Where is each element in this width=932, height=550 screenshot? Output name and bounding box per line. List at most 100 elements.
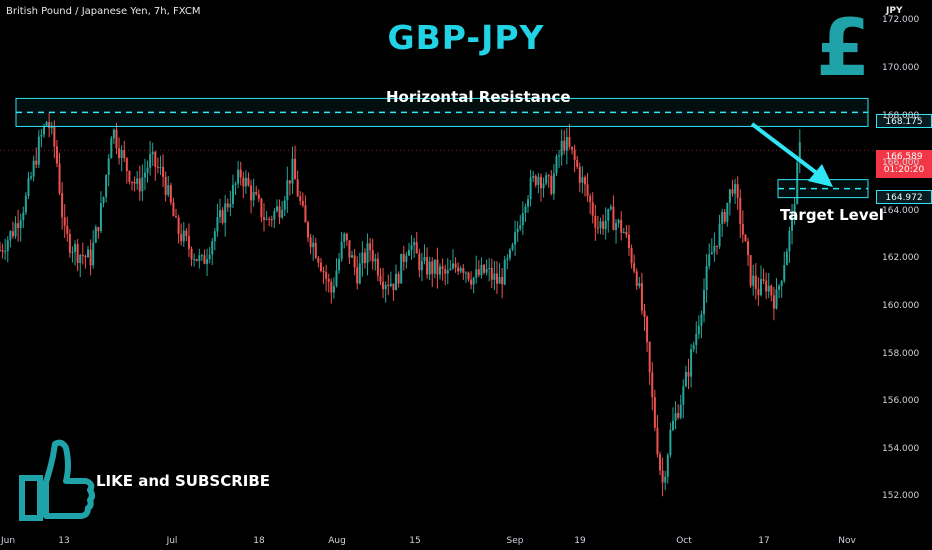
candle-body bbox=[177, 217, 180, 235]
candle-body bbox=[242, 177, 245, 187]
candle-body bbox=[351, 255, 354, 258]
candle-body bbox=[661, 470, 664, 483]
candle-body bbox=[400, 253, 403, 284]
candle-body bbox=[32, 160, 35, 177]
candle-body bbox=[671, 420, 674, 430]
candle-body bbox=[224, 203, 227, 223]
candle-body bbox=[299, 196, 302, 201]
candle-body bbox=[288, 180, 291, 184]
candle-body bbox=[301, 200, 304, 206]
candle-body bbox=[206, 259, 209, 264]
candle-body bbox=[24, 195, 27, 213]
candle-body bbox=[449, 268, 452, 270]
thumbs-up-icon[interactable] bbox=[19, 439, 95, 521]
candle-body bbox=[752, 275, 755, 286]
candle-body bbox=[532, 175, 535, 178]
x-tick-label: Jun bbox=[0, 536, 16, 546]
candle-body bbox=[156, 166, 159, 168]
candle-body bbox=[695, 333, 698, 346]
candle-body bbox=[185, 230, 188, 237]
candle-body bbox=[265, 218, 268, 220]
candle-body bbox=[560, 140, 563, 156]
x-tick-label: 13 bbox=[58, 536, 70, 546]
candle-body bbox=[493, 273, 496, 280]
candle-body bbox=[348, 240, 351, 258]
candle-body bbox=[534, 175, 537, 185]
candle-body bbox=[594, 215, 597, 228]
candle-body bbox=[423, 257, 426, 262]
candle-body bbox=[361, 252, 364, 264]
candle-body bbox=[708, 254, 711, 266]
candle-body bbox=[110, 138, 113, 159]
candle-body bbox=[731, 189, 734, 194]
candle-body bbox=[40, 134, 43, 137]
target-level-label: Target Level bbox=[780, 206, 884, 224]
candle-body bbox=[146, 167, 149, 173]
candle-body bbox=[332, 286, 335, 293]
candle-body bbox=[470, 279, 473, 285]
candle-body bbox=[713, 245, 716, 253]
candle-body bbox=[527, 199, 530, 207]
candle-body bbox=[74, 244, 77, 252]
candle-body bbox=[651, 372, 654, 398]
candle-body bbox=[542, 183, 545, 189]
candle-body bbox=[164, 176, 167, 195]
candle-body bbox=[260, 198, 263, 218]
last-price-value: 166.589 bbox=[885, 152, 923, 162]
candle-body bbox=[136, 178, 139, 184]
candle-body bbox=[498, 277, 501, 284]
candle-body bbox=[573, 149, 576, 160]
candle-body bbox=[798, 142, 801, 163]
candle-body bbox=[545, 175, 548, 184]
candle-body bbox=[467, 272, 470, 280]
candle-body bbox=[68, 233, 71, 253]
candle-body bbox=[30, 176, 33, 179]
candle-body bbox=[286, 180, 289, 201]
candle-body bbox=[120, 150, 123, 159]
candle-body bbox=[107, 158, 110, 176]
candle-body bbox=[586, 184, 589, 196]
candle-body bbox=[314, 242, 317, 259]
like-subscribe-label: LIKE and SUBSCRIBE bbox=[96, 472, 271, 490]
candle-body bbox=[275, 206, 278, 212]
candle-body bbox=[635, 271, 638, 286]
candle-body bbox=[739, 197, 742, 225]
candle-body bbox=[187, 236, 190, 249]
currency-label: JPY bbox=[886, 6, 903, 16]
candle-body bbox=[646, 316, 649, 343]
candle-body bbox=[728, 189, 731, 203]
icons-layer bbox=[19, 122, 833, 521]
candle-body bbox=[674, 412, 677, 421]
candle-body bbox=[405, 255, 408, 262]
candle-body bbox=[726, 202, 729, 222]
candle-body bbox=[190, 248, 193, 260]
candle-body bbox=[441, 266, 444, 270]
candle-body bbox=[669, 429, 672, 456]
candle-body bbox=[366, 243, 369, 264]
candle-body bbox=[615, 223, 618, 231]
candle-body bbox=[516, 228, 519, 233]
candle-body bbox=[143, 172, 146, 178]
candle-body bbox=[211, 241, 214, 255]
candle-body bbox=[231, 184, 234, 205]
candle-body bbox=[84, 256, 87, 258]
candle-body bbox=[622, 232, 625, 234]
candle-body bbox=[182, 230, 185, 242]
candle-body bbox=[6, 240, 9, 252]
candle-body bbox=[620, 219, 623, 233]
candle-body bbox=[296, 179, 299, 197]
candle-body bbox=[112, 129, 115, 139]
candle-body bbox=[687, 371, 690, 377]
candle-body bbox=[369, 243, 372, 251]
chart-title: GBP-JPY bbox=[387, 18, 545, 57]
candle-body bbox=[770, 285, 773, 296]
candle-body bbox=[459, 268, 462, 272]
candle-body bbox=[483, 264, 486, 273]
candle-body bbox=[700, 314, 703, 326]
candle-body bbox=[451, 263, 454, 269]
candle-body bbox=[14, 223, 17, 237]
candle-body bbox=[1, 250, 4, 252]
x-tick-label: Sep bbox=[506, 536, 524, 546]
